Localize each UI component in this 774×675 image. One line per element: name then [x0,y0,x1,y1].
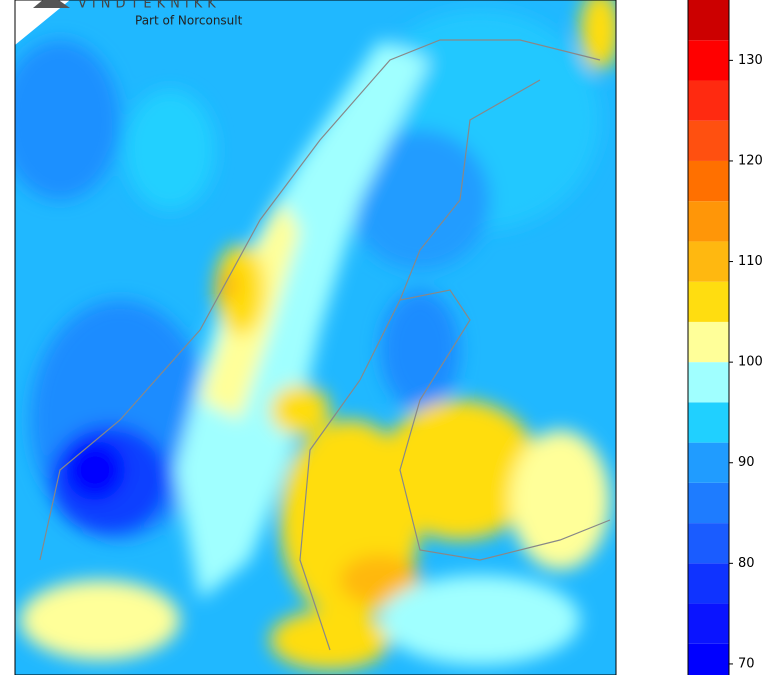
colorbar-band [688,442,729,483]
colorbar-tick-label: 110 [738,254,763,269]
logo-tagline: Part of Norconsult [135,14,243,28]
colorbar-band [688,643,729,675]
logo-name: VINDTEKNIKK [78,0,221,12]
colorbar-tick-label: 70 [738,656,755,671]
colorbar-band [688,80,729,121]
colorbar-band [688,201,729,242]
logo-icon [33,0,70,8]
colorbar-band [688,402,729,443]
colorbar-tick-label: 120 [738,153,763,168]
map-frame [14,0,617,675]
colorbar-band [688,482,729,524]
colorbar-band [688,241,729,282]
colorbar-band [688,362,729,403]
colorbar-tick-label: 80 [738,556,755,571]
colorbar-tick-label: 130 [738,53,763,68]
colorbar-band [688,603,729,644]
colorbar-band [688,523,729,564]
colorbar-tick-label: 100 [738,355,763,370]
colorbar-band [688,160,729,202]
colorbar-band [688,321,729,363]
colorbar-band [688,120,729,161]
colorbar-band [688,563,729,604]
colorbar: 70 80 90 100 110 120 130 [687,0,763,675]
wind-map [15,0,616,675]
colorbar-band [688,281,729,322]
colorbar-band [688,40,729,81]
colorbar-tick-label: 90 [738,455,755,470]
colorbar-band [688,0,729,41]
